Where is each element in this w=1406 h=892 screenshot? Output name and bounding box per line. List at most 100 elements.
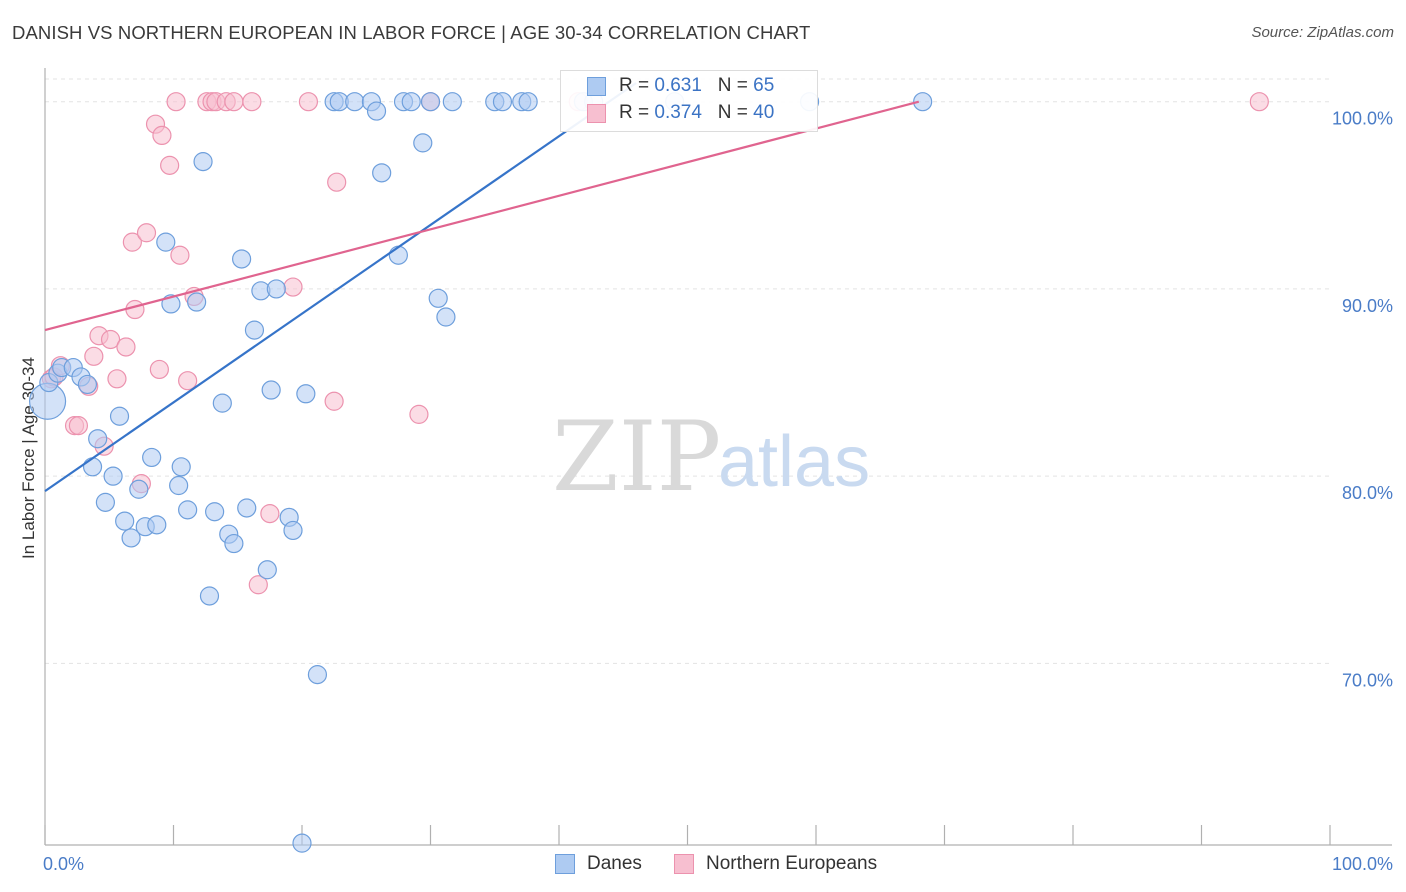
ne-point bbox=[68, 416, 89, 436]
danes-point bbox=[428, 288, 448, 308]
chart-title: DANISH VS NORTHERN EUROPEAN IN LABOR FOR… bbox=[12, 22, 811, 43]
ne-point bbox=[324, 391, 344, 411]
danes-point bbox=[212, 393, 232, 413]
danes-point bbox=[187, 292, 207, 312]
stats-legend: R = 0.631 N = 65 R = 0.374 N = 40 bbox=[560, 70, 818, 132]
danes-point bbox=[129, 479, 149, 499]
danes-legend-label: Danes bbox=[587, 853, 642, 874]
ne-point bbox=[149, 359, 169, 380]
danes-point bbox=[95, 492, 115, 512]
series-danes bbox=[28, 92, 933, 853]
y-tick-label: 80.0% bbox=[1342, 483, 1393, 503]
danes-point bbox=[518, 92, 538, 112]
danes-point bbox=[171, 457, 191, 477]
danes-point bbox=[442, 92, 462, 112]
danes-point bbox=[82, 457, 103, 477]
ne-point bbox=[409, 404, 429, 424]
x-tick-label-start: 0.0% bbox=[43, 854, 84, 874]
ne-swatch bbox=[587, 104, 606, 123]
grid-lines bbox=[45, 78, 1330, 664]
ne-point bbox=[122, 232, 142, 252]
ne-r-label: R = bbox=[619, 102, 655, 123]
danes-point bbox=[232, 249, 252, 269]
danes-n-label: N = bbox=[717, 75, 754, 96]
ne-point bbox=[242, 92, 262, 112]
danes-point bbox=[492, 92, 513, 112]
ne-point bbox=[84, 346, 104, 366]
ne-point bbox=[166, 92, 186, 112]
danes-r-label: R = bbox=[619, 75, 655, 96]
y-tick-label: 90.0% bbox=[1342, 296, 1393, 316]
watermark: ZIP atlas bbox=[552, 401, 870, 513]
watermark-zip: ZIP bbox=[552, 401, 721, 513]
danes-point bbox=[913, 92, 933, 112]
ne-point bbox=[116, 337, 136, 357]
danes-point bbox=[307, 665, 328, 685]
danes-point bbox=[296, 384, 316, 404]
danes-point bbox=[388, 245, 408, 265]
danes-point bbox=[147, 515, 167, 535]
danes-point bbox=[193, 152, 213, 172]
danes-swatch bbox=[587, 77, 606, 96]
danes-point bbox=[257, 560, 277, 580]
series-northern-europeans bbox=[41, 92, 1269, 595]
ne-point bbox=[298, 92, 319, 112]
danes-point bbox=[292, 833, 312, 853]
ne-point bbox=[327, 172, 347, 192]
danes-point bbox=[401, 92, 421, 112]
watermark-atlas: atlas bbox=[718, 422, 870, 502]
danes-point bbox=[366, 101, 387, 121]
danes-point bbox=[169, 475, 189, 496]
danes-r-value: 0.631 bbox=[654, 75, 702, 96]
ne-point bbox=[107, 369, 127, 389]
danes-point bbox=[345, 92, 365, 112]
danes-trend-line bbox=[44, 82, 637, 493]
danes-point bbox=[283, 520, 303, 541]
source-label: Source: ZipAtlas.com bbox=[1251, 24, 1394, 41]
ne-point bbox=[1249, 92, 1269, 112]
danes-point bbox=[237, 498, 257, 518]
danes-point bbox=[88, 429, 108, 449]
danes-point bbox=[372, 163, 392, 183]
trend-lines bbox=[44, 82, 920, 493]
danes-n-value: 65 bbox=[753, 75, 775, 96]
y-tick-label: 100.0% bbox=[1332, 109, 1393, 129]
ne-point bbox=[125, 299, 145, 320]
axes bbox=[44, 68, 1392, 846]
danes-point bbox=[109, 406, 130, 426]
ne-r-value: 0.374 bbox=[654, 102, 702, 123]
danes-point bbox=[103, 466, 123, 486]
x-tick-label-end: 100.0% bbox=[1332, 854, 1393, 874]
ne-point bbox=[152, 125, 172, 146]
danes-point bbox=[436, 307, 456, 327]
y-tick-label: 70.0% bbox=[1342, 670, 1393, 690]
danes-point bbox=[199, 586, 220, 606]
tick-labels: 70.0% 80.0% 90.0% 100.0% 0.0% 100.0% bbox=[43, 109, 1393, 874]
danes-point bbox=[261, 380, 281, 400]
ne-point bbox=[283, 277, 303, 297]
ne-point bbox=[136, 223, 157, 243]
danes-point bbox=[121, 528, 141, 548]
ne-point bbox=[100, 329, 121, 350]
ne-point bbox=[178, 371, 198, 391]
danes-point bbox=[77, 374, 98, 395]
danes-point bbox=[420, 92, 441, 112]
ne-point bbox=[248, 575, 268, 595]
ne-n-value: 40 bbox=[753, 102, 775, 123]
ne-stats: R = 0.374 N = 40 bbox=[619, 102, 774, 124]
ne-point bbox=[160, 155, 180, 175]
danes-point bbox=[115, 511, 135, 531]
danes-point bbox=[156, 232, 176, 252]
danes-point bbox=[178, 500, 198, 520]
danes-legend-swatch bbox=[555, 854, 575, 874]
danes-point bbox=[205, 502, 225, 522]
ne-point bbox=[170, 245, 190, 265]
danes-point bbox=[244, 320, 265, 340]
danes-point bbox=[413, 133, 433, 153]
ne-point bbox=[260, 504, 280, 524]
danes-point bbox=[266, 279, 286, 299]
ne-trend-line bbox=[44, 100, 920, 332]
ne-point bbox=[224, 92, 244, 112]
danes-point bbox=[224, 533, 244, 554]
